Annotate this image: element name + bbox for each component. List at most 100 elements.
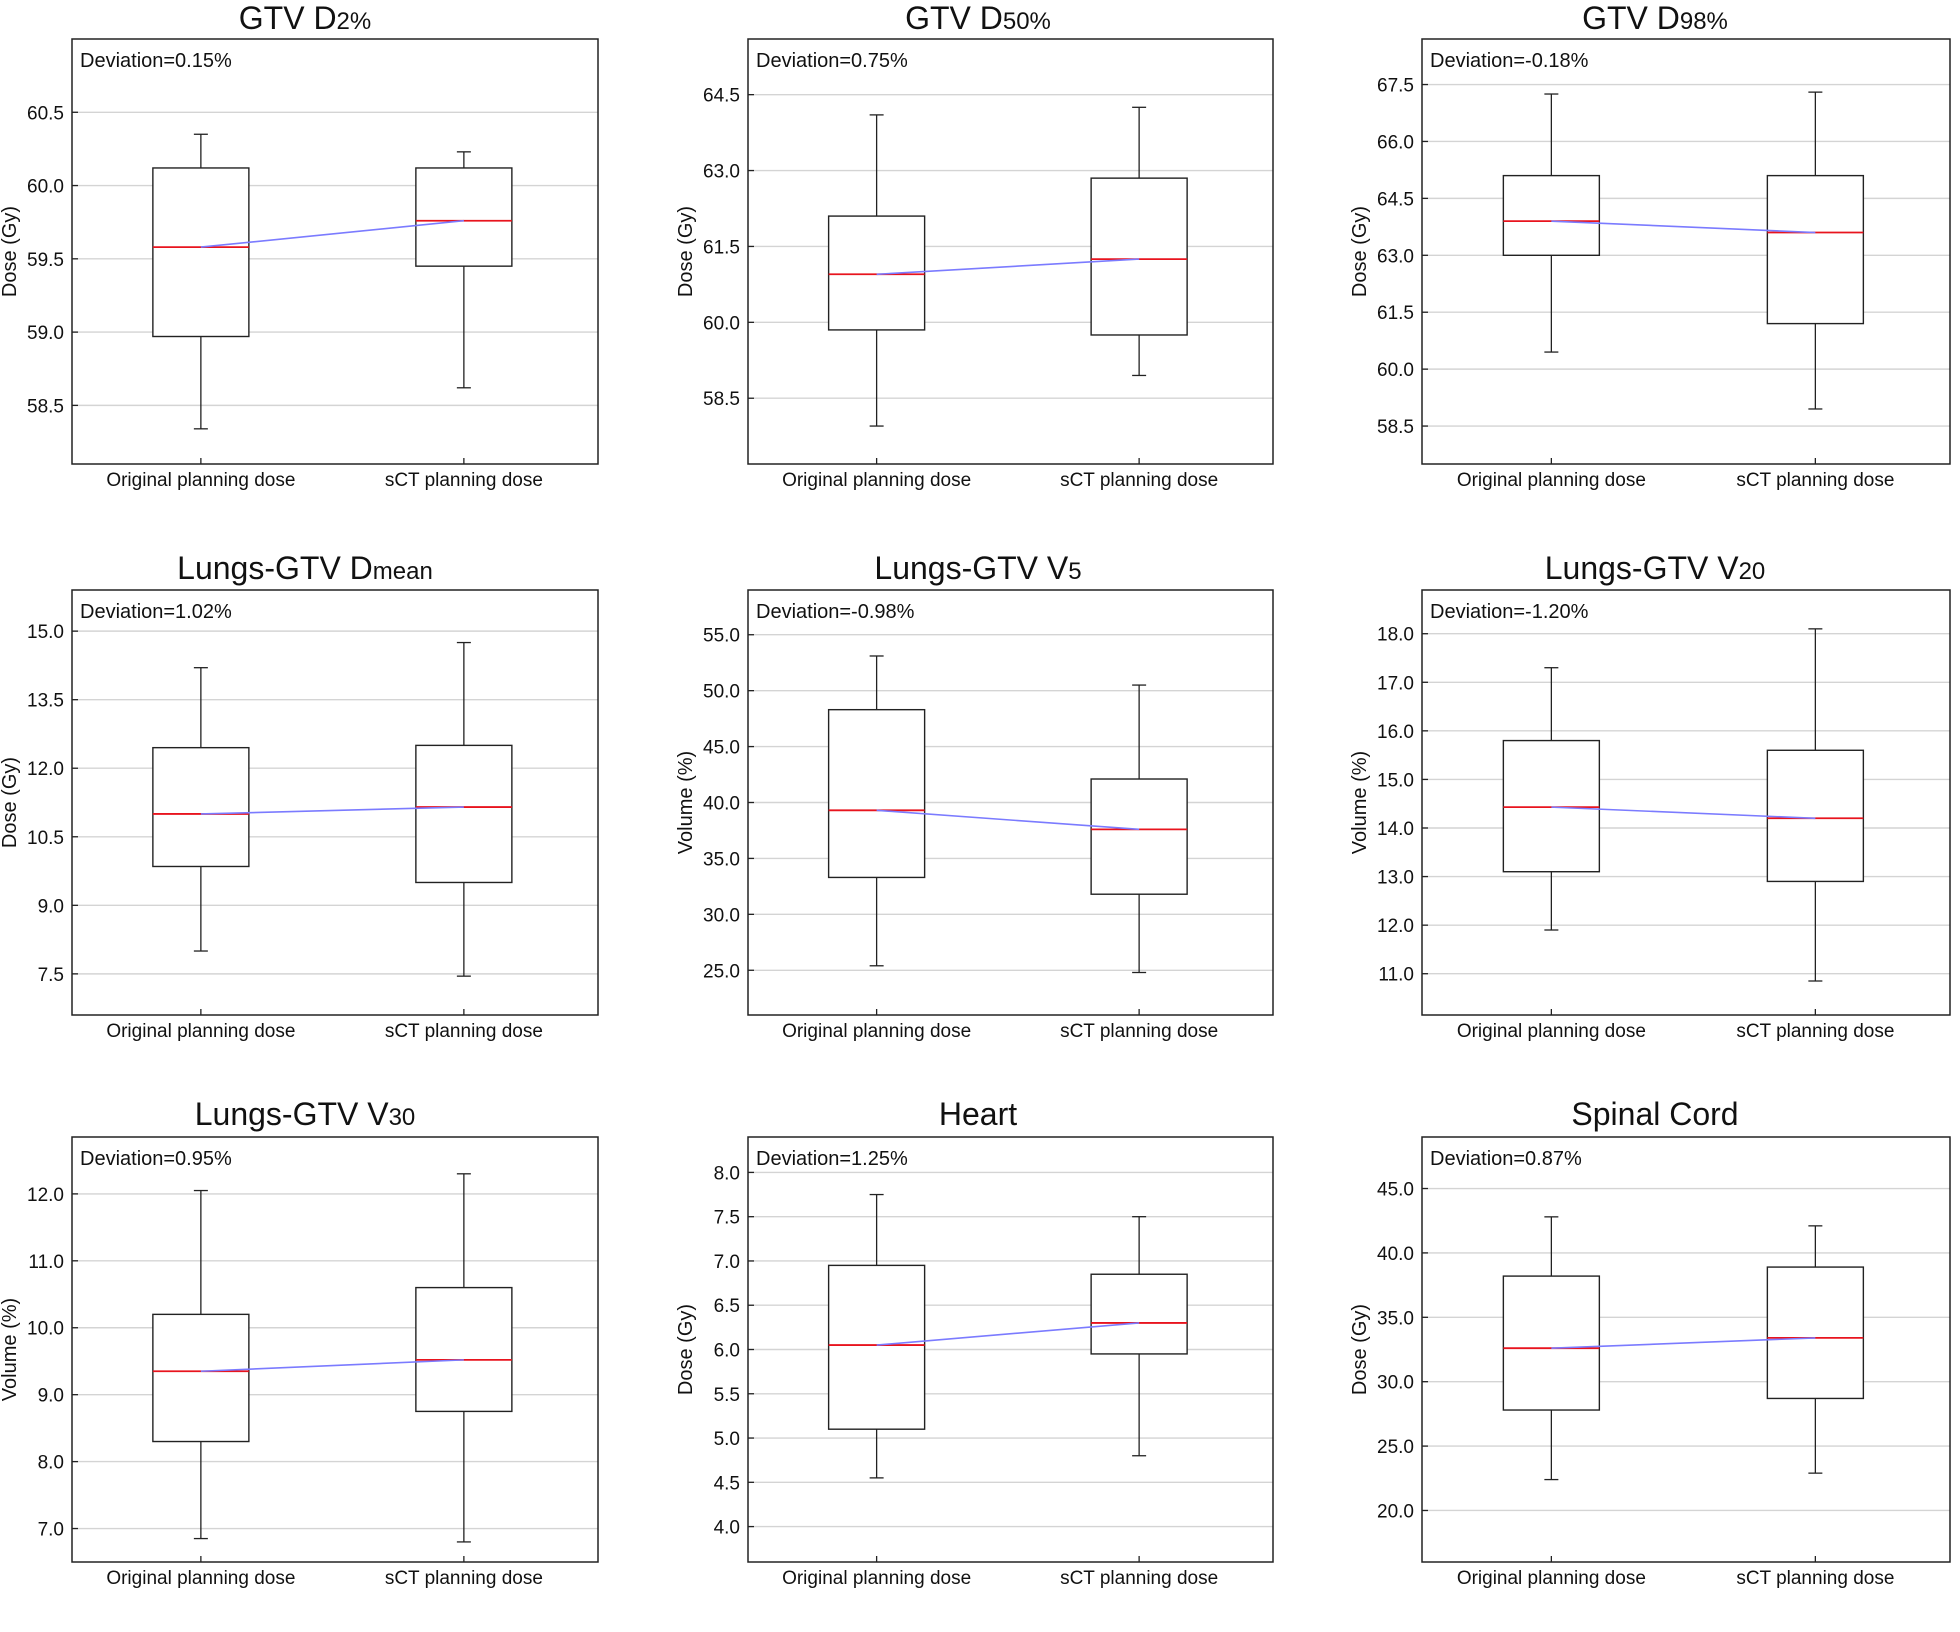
y-tick-label: 9.0	[38, 896, 64, 917]
y-axis-label: Volume (%)	[675, 751, 697, 854]
y-axis-label: Dose (Gy)	[675, 1304, 697, 1395]
y-axis-label: Dose (Gy)	[1349, 206, 1371, 297]
chart-title-subscript: mean	[372, 558, 433, 585]
box-original	[827, 114, 926, 427]
chart-title-main: Lungs-GTV V	[1544, 550, 1739, 586]
chart-svg: 7.0 8.0 9.0 10.0 11.0 12.0 Volume (%) Deviation…	[0, 1136, 599, 1589]
median-trend-line	[876, 258, 1140, 276]
y-tick-label: 60.5	[27, 103, 64, 124]
y-tick-label: 25.0	[703, 961, 740, 982]
y-axis-label: Volume (%)	[1349, 751, 1371, 854]
deviation-annotation: Deviation=1.02%	[80, 601, 232, 623]
y-tick-label: 64.5	[703, 86, 740, 107]
plot-frame	[747, 589, 1274, 1016]
y-tick-label: 61.5	[703, 237, 740, 258]
chart-title: GTV D2%	[0, 0, 610, 37]
y-tick-label: 58.5	[27, 396, 64, 417]
y-tick-label: 5.0	[714, 1429, 740, 1450]
y-tick-label: 30.0	[703, 905, 740, 926]
chart-panel: Spinal Cord 20.0 25.0 30.0 35.0 40.0 45.0 Dose …	[1349, 1096, 1960, 1632]
y-axis-label: Dose (Gy)	[0, 206, 21, 297]
y-tick-label: 8.0	[714, 1163, 740, 1184]
chart-svg: 25.0 30.0 35.0 40.0 45.0 50.0 55.0 Volume (%) De…	[675, 589, 1274, 1042]
x-category-label: sCT planning dose	[385, 1021, 543, 1042]
x-category-label: Original planning dose	[782, 1568, 971, 1589]
box-sct	[1766, 628, 1865, 982]
deviation-annotation: Deviation=0.75%	[756, 50, 908, 72]
y-tick-label: 4.0	[714, 1518, 740, 1539]
iqr-box	[152, 1313, 250, 1443]
median-trend-line	[876, 809, 1140, 831]
chart-panel: GTV D50% 58.5 60.0 61.5 63.0 64.5 Dose (Gy) Dev…	[668, 0, 1288, 534]
y-tick-label: 5.5	[714, 1385, 740, 1406]
box-original	[1502, 667, 1601, 931]
y-tick-label: 7.0	[714, 1252, 740, 1273]
iqr-box	[1090, 778, 1188, 895]
y-tick-label: 30.0	[1377, 1373, 1414, 1394]
deviation-annotation: Deviation=0.87%	[1430, 1148, 1582, 1170]
chart-svg: 58.5 60.0 61.5 63.0 64.5 Dose (Gy) Deviation=0…	[675, 38, 1274, 491]
y-tick-label: 15.0	[27, 622, 64, 643]
iqr-box	[827, 708, 926, 879]
chart-title: Lungs-GTV V5	[668, 550, 1288, 587]
chart-title-subscript: 98%	[1679, 8, 1728, 35]
chart-svg: 11.0 12.0 13.0 14.0 15.0 16.0 17.0 18.0 Volume (…	[1349, 589, 1951, 1042]
x-category-label: sCT planning dose	[385, 1568, 543, 1589]
box-sct	[1766, 1225, 1865, 1474]
chart-title: Heart	[668, 1096, 1288, 1133]
median-trend-line	[876, 1322, 1140, 1346]
y-tick-label: 17.0	[1377, 673, 1414, 694]
y-tick-label: 12.0	[27, 1185, 64, 1206]
box-sct	[1090, 1216, 1188, 1457]
chart-panel: Lungs-GTV Dmean 7.5 9.0 10.5 12.0 13.5 15.0 Dos…	[0, 550, 610, 1085]
x-category-label: sCT planning dose	[1060, 1568, 1218, 1589]
iqr-box	[1766, 174, 1865, 325]
y-tick-label: 8.0	[38, 1453, 64, 1474]
chart-panel: GTV D98% 58.5 60.0 61.5 63.0 64.5 66.0 67.5 Dose…	[1349, 0, 1960, 534]
median-trend-line	[200, 1359, 464, 1373]
deviation-annotation: Deviation=1.25%	[756, 1148, 908, 1170]
plot-frame	[747, 1136, 1274, 1563]
y-tick-label: 58.5	[1377, 417, 1414, 438]
iqr-box	[152, 746, 250, 868]
chart-panel: GTV D2% 58.5 59.0 59.5 60.0 60.5 Dose (Gy) Devi…	[0, 0, 610, 534]
y-tick-label: 7.5	[714, 1208, 740, 1229]
box-original	[1502, 1216, 1601, 1481]
y-tick-label: 6.5	[714, 1296, 740, 1317]
chart-title: GTV D50%	[668, 0, 1288, 37]
chart-panel: Lungs-GTV V5 25.0 30.0 35.0 40.0 45.0 50.0 55.0…	[668, 550, 1288, 1085]
y-tick-label: 13.5	[27, 691, 64, 712]
box-sct	[1090, 106, 1188, 377]
y-tick-label: 9.0	[38, 1386, 64, 1407]
iqr-box	[1090, 1273, 1188, 1355]
chart-title-subscript: 2%	[336, 8, 372, 35]
box-original	[152, 1189, 250, 1540]
y-tick-label: 6.0	[714, 1341, 740, 1362]
y-tick-label: 13.0	[1377, 868, 1414, 889]
chart-title-subscript: 50%	[1002, 8, 1051, 35]
y-tick-label: 18.0	[1377, 625, 1414, 646]
iqr-box	[1090, 177, 1188, 336]
x-category-label: Original planning dose	[782, 1021, 971, 1042]
deviation-annotation: Deviation=-0.98%	[756, 601, 915, 623]
chart-title: Spinal Cord	[1350, 1096, 1960, 1133]
x-category-label: sCT planning dose	[1736, 1021, 1894, 1042]
y-tick-label: 61.5	[1377, 303, 1414, 324]
y-axis-label: Dose (Gy)	[1349, 1304, 1371, 1395]
y-tick-label: 45.0	[703, 738, 740, 759]
y-tick-label: 60.0	[1377, 360, 1414, 381]
plot-frame	[71, 589, 599, 1016]
deviation-annotation: Deviation=0.15%	[80, 50, 232, 72]
chart-svg: 58.5 60.0 61.5 63.0 64.5 66.0 67.5 Dose (Gy) Dev…	[1349, 38, 1951, 491]
plot-frame	[1421, 1136, 1951, 1563]
box-original	[152, 667, 250, 952]
box-original	[827, 1193, 926, 1479]
deviation-annotation: Deviation=0.95%	[80, 1148, 232, 1170]
y-tick-label: 4.5	[714, 1473, 740, 1494]
chart-svg: 20.0 25.0 30.0 35.0 40.0 45.0 Dose (Gy) Deviati…	[1349, 1136, 1951, 1589]
chart-svg: 4.0 4.5 5.0 5.5 6.0 6.5 7.0 7.5 8.0 Dose (Gy) Devi…	[675, 1136, 1274, 1589]
y-tick-label: 64.5	[1377, 189, 1414, 210]
y-tick-label: 16.0	[1377, 722, 1414, 743]
y-axis-label: Dose (Gy)	[675, 206, 697, 297]
y-tick-label: 40.0	[1377, 1244, 1414, 1265]
